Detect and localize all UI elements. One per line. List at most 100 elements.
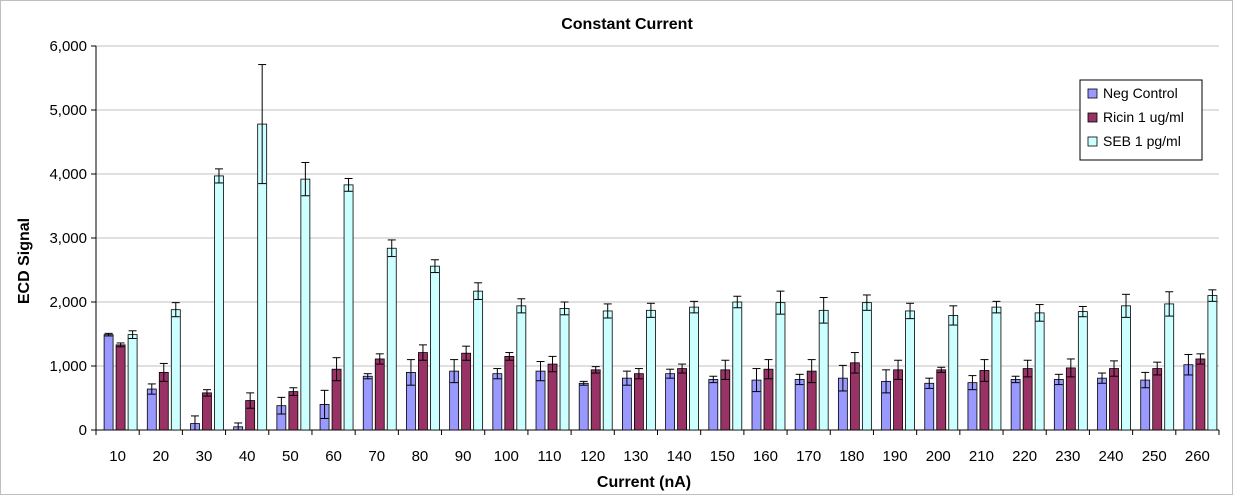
x-tick-label: 110 bbox=[538, 448, 562, 465]
y-tick-label: 5,000 bbox=[49, 102, 87, 119]
bar-seb-1-pg-ml-160 bbox=[775, 302, 786, 431]
bar-seb-1-pg-ml-190 bbox=[905, 310, 915, 431]
bar-seb-1-pg-ml-60 bbox=[343, 184, 354, 431]
bar-seb-1-pg-ml-250 bbox=[1164, 303, 1175, 431]
bar-neg-control-100 bbox=[492, 373, 503, 431]
legend-swatch-neg-control bbox=[1087, 88, 1098, 99]
bar-seb-1-pg-ml-150 bbox=[732, 301, 743, 431]
bar-neg-control-230 bbox=[1053, 379, 1064, 431]
x-tick-label: 150 bbox=[710, 448, 735, 465]
x-tick-label: 170 bbox=[796, 448, 821, 465]
x-tick-label: 140 bbox=[667, 448, 692, 465]
legend-box bbox=[1079, 79, 1203, 161]
chart-title: Constant Current bbox=[561, 16, 693, 33]
bar-ricin-1-ug-ml-90 bbox=[461, 352, 472, 431]
bar-ricin-1-ug-ml-250 bbox=[1152, 368, 1163, 431]
bar-seb-1-pg-ml-80 bbox=[430, 265, 440, 431]
bar-ricin-1-ug-ml-130 bbox=[634, 373, 644, 431]
x-tick-label: 210 bbox=[969, 448, 994, 465]
bar-seb-1-pg-ml-200 bbox=[948, 315, 959, 431]
y-tick-label: 6,000 bbox=[49, 38, 87, 55]
bar-neg-control-240 bbox=[1097, 377, 1107, 431]
x-tick-label: 30 bbox=[196, 448, 213, 465]
bar-seb-1-pg-ml-70 bbox=[386, 247, 397, 431]
bar-ricin-1-ug-ml-220 bbox=[1022, 368, 1033, 431]
x-tick-label: 40 bbox=[239, 448, 256, 465]
bar-ricin-1-ug-ml-110 bbox=[547, 363, 558, 431]
bar-neg-control-140 bbox=[665, 373, 675, 431]
bar-ricin-1-ug-ml-120 bbox=[590, 369, 601, 431]
x-tick-label: 260 bbox=[1185, 448, 1210, 465]
y-tick-label: 3,000 bbox=[49, 230, 87, 247]
bar-ricin-1-ug-ml-260 bbox=[1195, 358, 1206, 431]
bar-ricin-1-ug-ml-200 bbox=[936, 369, 947, 431]
bar-neg-control-200 bbox=[924, 382, 935, 431]
bar-ricin-1-ug-ml-80 bbox=[418, 352, 428, 431]
plot-area: 0 1,000 2,000 3,000 4,000 5,000 6,000 10 20 30 40 5… bbox=[49, 38, 1220, 465]
bar-seb-1-pg-ml-20 bbox=[170, 309, 181, 431]
bar-ricin-1-ug-ml-100 bbox=[504, 355, 515, 431]
legend-label-seb-1-pg-ml: SEB 1 pg/ml bbox=[1103, 133, 1181, 149]
bar-seb-1-pg-ml-10 bbox=[127, 334, 138, 431]
x-tick-label: 230 bbox=[1055, 448, 1080, 465]
bar-ricin-1-ug-ml-240 bbox=[1109, 368, 1119, 431]
bar-neg-control-170 bbox=[794, 379, 805, 431]
bar-neg-control-130 bbox=[622, 377, 632, 431]
bar-neg-control-150 bbox=[708, 379, 719, 431]
x-tick-label: 200 bbox=[926, 448, 951, 465]
x-tick-label: 120 bbox=[580, 448, 605, 465]
bar-ricin-1-ug-ml-30 bbox=[202, 392, 212, 431]
x-tick-label: 20 bbox=[152, 448, 169, 465]
bar-seb-1-pg-ml-90 bbox=[473, 290, 484, 431]
x-tick-label: 220 bbox=[1012, 448, 1037, 465]
bar-seb-1-pg-ml-30 bbox=[214, 175, 224, 431]
x-tick-label: 50 bbox=[282, 448, 299, 465]
bar-seb-1-pg-ml-120 bbox=[602, 310, 613, 431]
bar-seb-1-pg-ml-220 bbox=[1034, 312, 1045, 431]
bar-seb-1-pg-ml-100 bbox=[516, 305, 527, 431]
bar-ricin-1-ug-ml-140 bbox=[677, 368, 687, 431]
y-tick-label: 2,000 bbox=[49, 294, 87, 311]
bar-seb-1-pg-ml-210 bbox=[991, 306, 1002, 431]
bar-seb-1-pg-ml-230 bbox=[1077, 311, 1088, 431]
legend-label-neg-control: Neg Control bbox=[1103, 85, 1178, 101]
bar-seb-1-pg-ml-180 bbox=[861, 302, 872, 431]
x-tick-label: 190 bbox=[883, 448, 908, 465]
x-tick-label: 60 bbox=[325, 448, 342, 465]
bar-seb-1-pg-ml-140 bbox=[689, 306, 699, 431]
y-axis-label: ECD Signal bbox=[16, 218, 33, 304]
bar-seb-1-pg-ml-130 bbox=[646, 309, 656, 431]
bar-neg-control-120 bbox=[578, 382, 589, 431]
x-tick-label: 70 bbox=[368, 448, 385, 465]
x-axis-label: Current (nA) bbox=[597, 474, 691, 491]
bar-ricin-1-ug-ml-10 bbox=[115, 344, 126, 431]
bar-seb-1-pg-ml-170 bbox=[818, 309, 829, 431]
y-tick-label: 1,000 bbox=[49, 358, 87, 375]
x-tick-label: 160 bbox=[753, 448, 778, 465]
x-tick-label: 180 bbox=[839, 448, 864, 465]
legend-label-ricin-1-ug-ml: Ricin 1 ug/ml bbox=[1103, 109, 1184, 125]
x-tick-label: 130 bbox=[623, 448, 648, 465]
x-tick-label: 80 bbox=[412, 448, 429, 465]
bar-neg-control-70 bbox=[362, 375, 373, 431]
bar-ricin-1-ug-ml-50 bbox=[288, 391, 299, 431]
bar-neg-control-220 bbox=[1010, 379, 1021, 431]
x-tick-label: 100 bbox=[494, 448, 519, 465]
bar-seb-1-pg-ml-110 bbox=[559, 307, 570, 431]
bar-seb-1-pg-ml-260 bbox=[1207, 295, 1218, 431]
bar-neg-control-10 bbox=[103, 334, 114, 431]
x-tick-label: 240 bbox=[1099, 448, 1124, 465]
y-tick-label: 0 bbox=[79, 422, 87, 439]
legend-swatch-ricin-1-ug-ml bbox=[1087, 112, 1098, 123]
x-tick-label: 250 bbox=[1142, 448, 1167, 465]
bar-neg-control-20 bbox=[146, 388, 157, 431]
y-tick-label: 4,000 bbox=[49, 166, 87, 183]
x-tick-label: 10 bbox=[109, 448, 126, 465]
bar-seb-1-pg-ml-240 bbox=[1121, 305, 1131, 431]
legend: Neg Control Ricin 1 ug/ml SEB 1 pg/ml bbox=[1079, 79, 1203, 161]
legend-swatch-seb-1-pg-ml bbox=[1087, 136, 1098, 147]
bar-ricin-1-ug-ml-70 bbox=[374, 358, 385, 431]
x-tick-label: 90 bbox=[455, 448, 472, 465]
